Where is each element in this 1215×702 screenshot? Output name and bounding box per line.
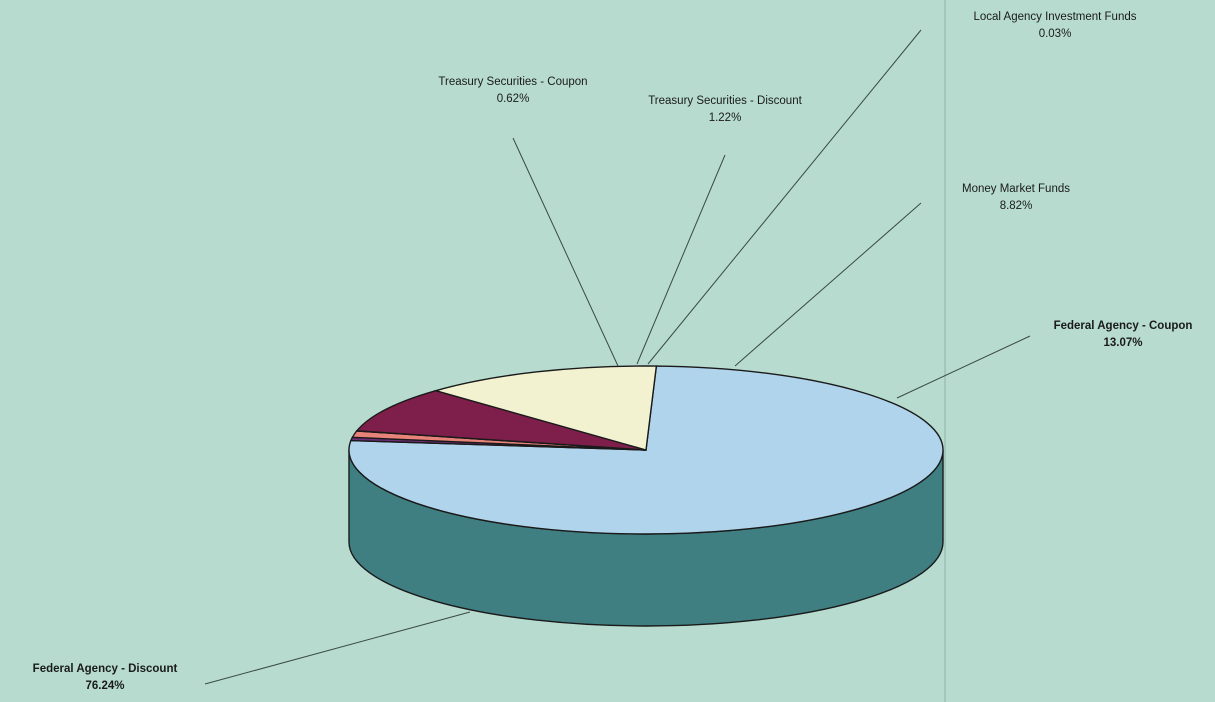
slice-value-5: 13.07% <box>1103 337 1142 349</box>
slice-label-4: Money Market Funds <box>962 183 1070 195</box>
slice-label-5: Federal Agency - Coupon <box>1054 320 1193 332</box>
pie-slice-5 <box>433 365 658 451</box>
slice-label-0: Federal Agency - Discount <box>33 663 178 675</box>
leader-line-0 <box>204 611 471 685</box>
leader-layer <box>204 29 1031 685</box>
slice-label-2: Treasury Securities - Discount <box>648 95 802 107</box>
leader-line-3 <box>647 29 922 365</box>
slice-label-3: Local Agency Investment Funds <box>973 11 1136 23</box>
slice-value-0: 76.24% <box>85 680 124 692</box>
pie-layer <box>348 365 944 627</box>
label-layer: Federal Agency - Discount 76.24% Treasury … <box>33 11 1193 692</box>
slice-value-1: 0.62% <box>497 93 530 105</box>
leader-line-5 <box>896 335 1031 399</box>
slice-value-4: 8.82% <box>1000 200 1033 212</box>
slice-label-1: Treasury Securities - Coupon <box>438 76 587 88</box>
leader-line-1 <box>512 137 619 367</box>
pie-slice-4 <box>355 389 647 451</box>
leader-line-2 <box>636 154 726 365</box>
slice-value-3: 0.03% <box>1039 28 1072 40</box>
leader-line-4 <box>734 202 922 367</box>
slice-value-2: 1.22% <box>709 112 742 124</box>
